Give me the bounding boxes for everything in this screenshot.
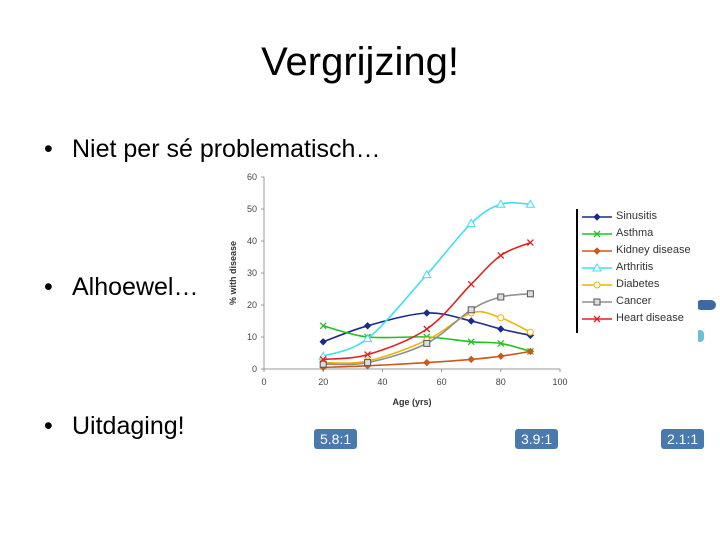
x-tick-label: 100 bbox=[552, 377, 567, 387]
legend-label: Sinusitis bbox=[616, 210, 657, 222]
data-point-sinusitis bbox=[467, 317, 475, 325]
x-tick-label: 80 bbox=[496, 377, 506, 387]
chart-canvas: 0 10 20 30 40 50 60 0 20 40 60 80 100 Age (yrs) % with… bbox=[228, 172, 568, 407]
chart-legend: Sinusitis Asthma Kidney disease Arthritis Di… bbox=[576, 209, 691, 333]
data-point-cancer bbox=[467, 306, 475, 314]
data-point-kidney-disease bbox=[526, 347, 535, 356]
legend-label: Arthritis bbox=[616, 261, 654, 273]
legend-marker bbox=[593, 315, 601, 323]
legend-swatch bbox=[582, 281, 612, 289]
legend-label: Kidney disease bbox=[616, 244, 691, 256]
legend-item-asthma: Asthma bbox=[578, 226, 690, 243]
data-point-arthritis bbox=[421, 269, 432, 279]
background-blob bbox=[696, 300, 716, 310]
data-point-arthritis bbox=[362, 333, 373, 343]
legend-marker bbox=[593, 213, 601, 221]
data-point-diabetes bbox=[497, 314, 505, 322]
chart: 0 10 20 30 40 50 60 0 20 40 60 80 100 Age (yrs) % with… bbox=[218, 165, 698, 415]
data-point-sinusitis bbox=[319, 338, 327, 346]
data-point-heart-disease bbox=[364, 351, 372, 359]
data-point-cancer bbox=[423, 339, 431, 347]
data-point-asthma bbox=[467, 338, 475, 346]
data-point-diabetes bbox=[526, 328, 534, 336]
bullet-2: • Alhoewel… bbox=[44, 273, 198, 302]
y-tick-label: 30 bbox=[247, 268, 257, 278]
bullet-1: • Niet per sé problematisch… bbox=[44, 135, 380, 164]
legend-item-kidney-disease: Kidney disease bbox=[578, 243, 691, 260]
bullet-text: Uitdaging! bbox=[72, 412, 185, 440]
data-point-asthma bbox=[497, 339, 505, 347]
legend-swatch bbox=[582, 247, 612, 255]
legend-swatch bbox=[582, 230, 612, 238]
data-point-arthritis bbox=[525, 199, 536, 208]
bullet-3: • Uitdaging! bbox=[44, 412, 185, 441]
legend-swatch bbox=[582, 262, 612, 272]
bullet-text: Alhoewel… bbox=[72, 273, 199, 301]
data-point-heart-disease bbox=[423, 325, 431, 333]
y-axis-label: % with disease bbox=[228, 241, 238, 305]
data-point-kidney-disease bbox=[423, 358, 431, 367]
background-blob bbox=[696, 330, 704, 342]
slide-title: Vergrijzing! bbox=[261, 40, 459, 84]
y-tick-label: 0 bbox=[252, 364, 257, 374]
bullet-glyph: • bbox=[44, 412, 53, 440]
data-point-heart-disease bbox=[497, 251, 505, 259]
ratio-badge: 3.9:1 bbox=[515, 429, 559, 449]
y-tick-label: 60 bbox=[247, 172, 257, 182]
bullet-glyph: • bbox=[44, 135, 53, 163]
x-tick-label: 0 bbox=[261, 377, 266, 387]
legend-marker bbox=[592, 262, 602, 272]
ratio-badge: 5.8:1 bbox=[314, 429, 358, 449]
y-tick-label: 40 bbox=[247, 236, 257, 246]
x-tick-label: 40 bbox=[377, 377, 387, 387]
legend-marker bbox=[593, 230, 601, 238]
data-point-kidney-disease bbox=[467, 355, 475, 364]
data-point-cancer bbox=[319, 360, 327, 368]
data-point-asthma bbox=[319, 322, 327, 330]
legend-label: Asthma bbox=[616, 227, 654, 239]
legend-marker bbox=[593, 247, 601, 255]
series-line-arthritis bbox=[322, 201, 531, 357]
data-point-cancer bbox=[364, 359, 372, 367]
x-tick-label: 20 bbox=[318, 377, 328, 387]
data-point-cancer bbox=[526, 290, 534, 298]
legend-marker bbox=[593, 298, 601, 306]
data-point-heart-disease bbox=[526, 239, 534, 247]
legend-label: Cancer bbox=[616, 295, 652, 307]
data-point-sinusitis bbox=[363, 322, 372, 330]
bullet-glyph: • bbox=[44, 273, 53, 301]
y-tick-label: 10 bbox=[247, 332, 257, 342]
data-point-heart-disease bbox=[467, 280, 475, 288]
data-point-cancer bbox=[497, 293, 505, 301]
y-tick-label: 50 bbox=[247, 204, 257, 214]
data-point-kidney-disease bbox=[497, 352, 505, 360]
y-tick-label: 20 bbox=[247, 300, 257, 310]
legend-swatch bbox=[582, 213, 612, 221]
data-point-sinusitis bbox=[497, 325, 505, 333]
legend-item-sinusitis: Sinusitis bbox=[578, 209, 690, 226]
legend-swatch bbox=[582, 315, 612, 323]
legend-label: Heart disease bbox=[616, 312, 684, 324]
legend-marker bbox=[593, 281, 601, 289]
legend-item-cancer: Cancer bbox=[578, 294, 690, 311]
data-point-arthritis bbox=[495, 199, 506, 208]
data-point-arthritis bbox=[466, 218, 477, 227]
bullet-text: Niet per sé problematisch… bbox=[72, 135, 381, 163]
data-point-sinusitis bbox=[423, 309, 431, 317]
legend-item-arthritis: Arthritis bbox=[578, 260, 690, 277]
x-tick-label: 60 bbox=[437, 377, 447, 387]
legend-item-heart-disease: Heart disease bbox=[578, 311, 690, 328]
data-point-heart-disease bbox=[319, 355, 327, 363]
legend-label: Diabetes bbox=[616, 278, 660, 290]
legend-swatch bbox=[582, 298, 612, 306]
x-axis-label: Age (yrs) bbox=[392, 397, 431, 407]
series-line-asthma bbox=[323, 325, 531, 353]
legend-item-diabetes: Diabetes bbox=[578, 277, 690, 294]
ratio-badge: 2.1:1 bbox=[661, 429, 705, 449]
